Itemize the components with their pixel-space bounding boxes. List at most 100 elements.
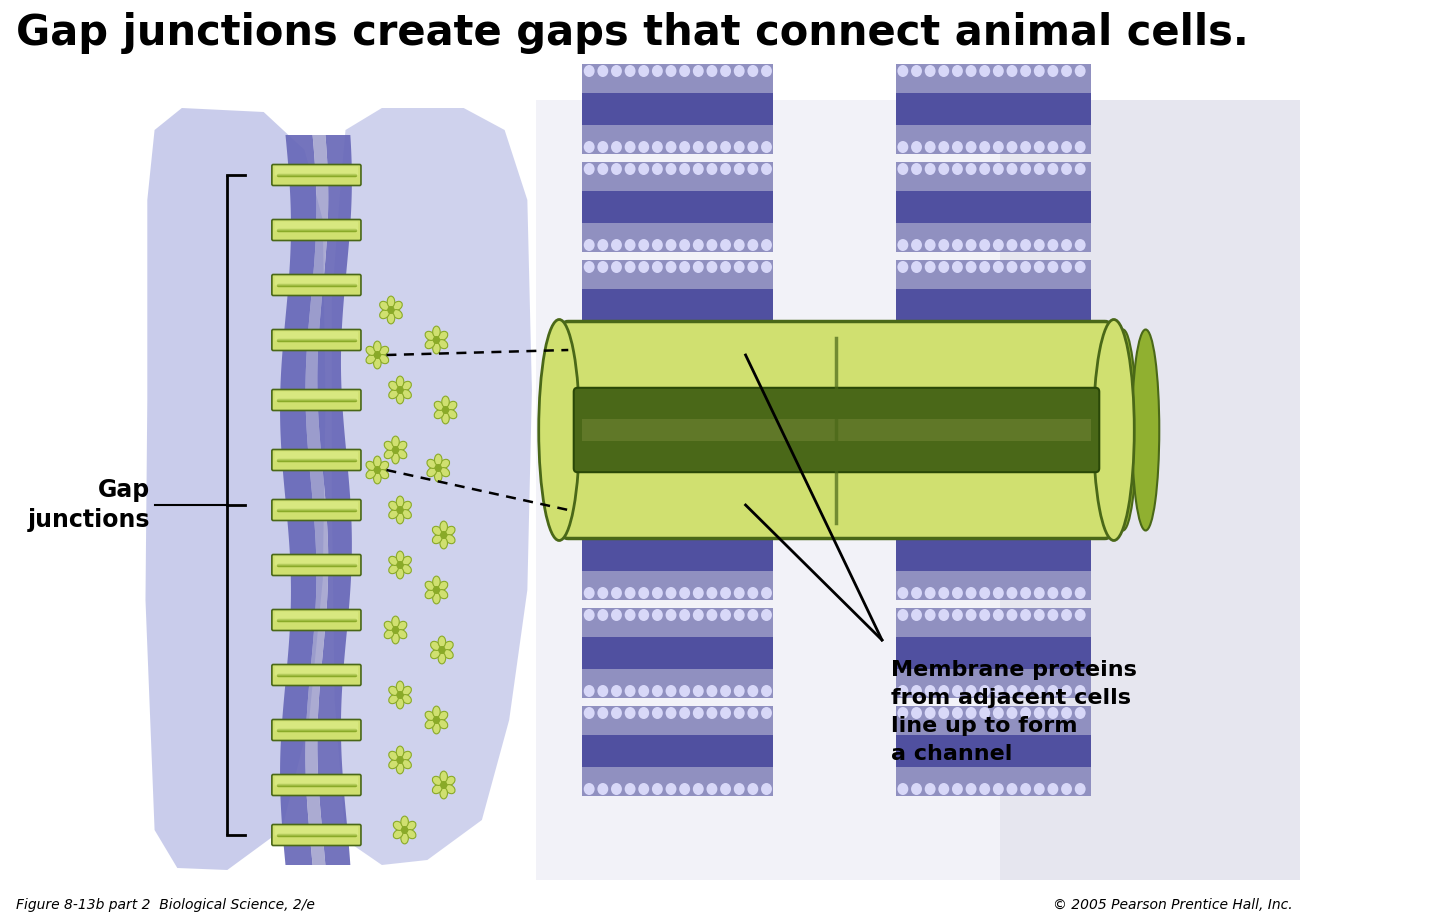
Circle shape xyxy=(680,587,690,599)
Circle shape xyxy=(939,609,949,621)
Circle shape xyxy=(393,446,399,454)
Circle shape xyxy=(1020,707,1031,719)
Circle shape xyxy=(966,707,976,719)
Circle shape xyxy=(760,65,772,77)
Circle shape xyxy=(720,609,732,621)
Ellipse shape xyxy=(397,621,408,630)
Circle shape xyxy=(1074,337,1086,349)
Ellipse shape xyxy=(389,556,399,565)
Circle shape xyxy=(1020,609,1031,621)
Circle shape xyxy=(707,609,717,621)
Circle shape xyxy=(1061,65,1071,77)
Circle shape xyxy=(734,685,744,697)
Ellipse shape xyxy=(380,301,389,310)
Ellipse shape xyxy=(442,396,449,407)
Circle shape xyxy=(1020,261,1031,273)
FancyBboxPatch shape xyxy=(275,392,359,400)
Circle shape xyxy=(939,783,949,795)
Circle shape xyxy=(707,707,717,719)
Circle shape xyxy=(393,626,399,633)
Circle shape xyxy=(638,261,649,273)
Circle shape xyxy=(952,609,963,621)
Circle shape xyxy=(638,609,649,621)
Circle shape xyxy=(665,141,677,153)
Circle shape xyxy=(720,65,732,77)
Ellipse shape xyxy=(441,772,448,783)
Ellipse shape xyxy=(402,556,412,565)
FancyBboxPatch shape xyxy=(272,774,361,796)
FancyBboxPatch shape xyxy=(275,826,359,835)
Circle shape xyxy=(952,587,963,599)
Ellipse shape xyxy=(425,720,435,729)
FancyBboxPatch shape xyxy=(275,332,359,341)
Circle shape xyxy=(897,261,909,273)
Ellipse shape xyxy=(393,821,403,831)
Ellipse shape xyxy=(397,442,408,450)
Circle shape xyxy=(1007,141,1018,153)
Ellipse shape xyxy=(384,442,393,450)
Circle shape xyxy=(1007,337,1018,349)
Ellipse shape xyxy=(402,565,412,574)
Circle shape xyxy=(760,685,772,697)
Text: Gap
junctions: Gap junctions xyxy=(27,478,150,532)
Circle shape xyxy=(625,261,635,273)
Circle shape xyxy=(625,511,635,523)
Bar xyxy=(896,736,1092,767)
Text: © 2005 Pearson Prentice Hall, Inc.: © 2005 Pearson Prentice Hall, Inc. xyxy=(1053,898,1293,912)
Bar xyxy=(582,510,773,600)
Circle shape xyxy=(912,685,922,697)
Bar xyxy=(582,638,773,669)
Circle shape xyxy=(707,337,717,349)
FancyBboxPatch shape xyxy=(272,220,361,240)
Ellipse shape xyxy=(379,355,389,364)
Circle shape xyxy=(652,511,662,523)
Circle shape xyxy=(979,511,991,523)
Circle shape xyxy=(625,587,635,599)
Circle shape xyxy=(611,707,622,719)
Circle shape xyxy=(583,609,595,621)
Circle shape xyxy=(638,141,649,153)
Circle shape xyxy=(598,609,608,621)
Circle shape xyxy=(1034,163,1044,175)
FancyBboxPatch shape xyxy=(272,664,361,686)
Ellipse shape xyxy=(396,681,403,692)
Circle shape xyxy=(897,609,909,621)
Ellipse shape xyxy=(384,450,393,458)
Circle shape xyxy=(1074,141,1086,153)
Circle shape xyxy=(720,783,732,795)
Circle shape xyxy=(611,587,622,599)
Circle shape xyxy=(693,141,704,153)
Circle shape xyxy=(583,511,595,523)
Ellipse shape xyxy=(392,633,399,644)
Ellipse shape xyxy=(396,698,403,709)
Circle shape xyxy=(1020,65,1031,77)
Circle shape xyxy=(439,647,445,653)
Circle shape xyxy=(747,511,759,523)
Circle shape xyxy=(1007,261,1018,273)
Ellipse shape xyxy=(438,332,448,340)
Circle shape xyxy=(583,337,595,349)
Circle shape xyxy=(583,783,595,795)
Circle shape xyxy=(680,261,690,273)
Circle shape xyxy=(625,609,635,621)
Circle shape xyxy=(598,511,608,523)
Circle shape xyxy=(994,685,1004,697)
Ellipse shape xyxy=(432,577,441,588)
Circle shape xyxy=(720,261,732,273)
Circle shape xyxy=(979,163,991,175)
Circle shape xyxy=(693,163,704,175)
Ellipse shape xyxy=(400,833,409,844)
Circle shape xyxy=(374,352,380,359)
Circle shape xyxy=(442,407,448,413)
Circle shape xyxy=(1007,783,1018,795)
Ellipse shape xyxy=(445,527,455,535)
Ellipse shape xyxy=(445,784,455,794)
Ellipse shape xyxy=(373,341,382,352)
Circle shape xyxy=(707,239,717,251)
Circle shape xyxy=(966,511,976,523)
Circle shape xyxy=(1020,239,1031,251)
Ellipse shape xyxy=(444,641,454,650)
Circle shape xyxy=(924,239,936,251)
Circle shape xyxy=(638,587,649,599)
Circle shape xyxy=(994,707,1004,719)
